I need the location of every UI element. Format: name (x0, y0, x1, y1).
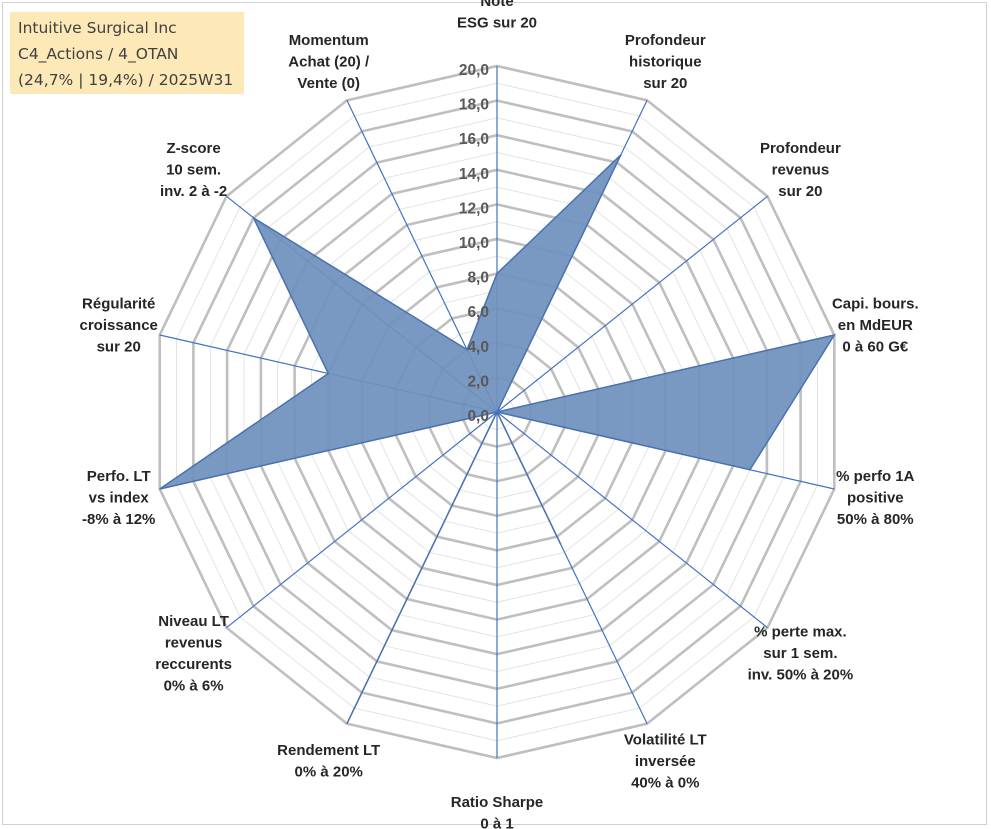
axis-label: % perte max. sur 1 sem. inv. 50% à 20% (748, 624, 854, 684)
tick-label: 16,0 (459, 131, 489, 148)
tick-label: 14,0 (459, 166, 489, 183)
axis-label-line: 0% à 20% (295, 764, 363, 781)
axis-label-line: historique (629, 54, 702, 71)
axis-label-line: Note (480, 0, 513, 10)
axis-label-line: sur 20 (97, 338, 141, 355)
axis-label-line: reccurents (155, 656, 232, 673)
axis-label: Profondeur revenus sur 20 (760, 140, 841, 200)
axis-label-line: ESG sur 20 (457, 15, 537, 32)
axis-label-line: revenus (165, 634, 223, 651)
axis-label-line: vs index (89, 490, 150, 507)
axis-label-line: Momentum (289, 32, 369, 49)
axis-spoke (226, 411, 498, 629)
axis-label-line: % perfo 1A (836, 468, 915, 485)
axis-label-line: inversée (635, 753, 696, 770)
axis-label: Profondeur historique sur 20 (625, 32, 706, 92)
axis-label: Rendement LT 0% à 20% (277, 742, 380, 781)
tick-label: 12,0 (459, 200, 489, 217)
tick-label: 8,0 (467, 270, 489, 287)
axis-label: Note ESG sur 20 (457, 0, 537, 32)
axis-label-line: 0 à 1 (480, 816, 513, 829)
axis-label-line: inv. 2 à -2 (160, 183, 227, 200)
axis-label-line: Volatilité LT (624, 731, 707, 748)
tick-label: 6,0 (467, 304, 489, 321)
axis-label-line: sur 20 (778, 183, 822, 200)
axis-label: Capi. bours. en MdEUR 0 à 60 G€ (832, 295, 919, 355)
axis-label-line: inv. 50% à 20% (748, 667, 854, 684)
axis-label: Ratio Sharpe 0 à 1 (451, 794, 544, 829)
axis-label-line: Perfo. LT (87, 468, 151, 485)
axis-label-line: 0 à 60 G€ (842, 338, 909, 355)
series-polygon (159, 154, 836, 725)
axis-label-line: Ratio Sharpe (451, 794, 544, 811)
axis-label-line: en MdEUR (838, 317, 913, 334)
axis-label-line: sur 20 (643, 75, 687, 92)
axis-label-line: Rendement LT (277, 742, 380, 759)
axis-label-line: revenus (772, 161, 830, 178)
series-area (159, 154, 836, 725)
axis-spoke (496, 411, 768, 629)
tick-label: 18,0 (459, 97, 489, 114)
tick-label: 0,0 (467, 408, 489, 425)
axis-label: Volatilité LT inversée 40% à 0% (624, 731, 707, 791)
axis-label: Régularité croissance sur 20 (80, 295, 158, 355)
axis-label-line: 50% à 80% (837, 511, 914, 528)
axis-label-line: 0% à 6% (164, 677, 224, 694)
axis-label-line: Achat (20) / (288, 54, 370, 71)
tick-label: 20,0 (459, 62, 489, 79)
chart-title-box: Intuitive Surgical Inc C4_Actions / 4_OT… (10, 12, 244, 94)
axis-label-line: positive (847, 490, 904, 507)
axis-label: Perfo. LT vs index -8% à 12% (82, 468, 155, 528)
axis-label-line: Niveau LT (158, 613, 229, 630)
axis-label-line: % perte max. (754, 624, 847, 641)
axis-label-line: Vente (0) (297, 75, 360, 92)
title-line2: C4_Actions / 4_OTAN (18, 45, 179, 63)
axis-label-line: 10 sem. (166, 161, 221, 178)
tick-label: 10,0 (459, 235, 489, 252)
title-line3: (24,7% | 19,4%) / 2025W31 (18, 71, 234, 89)
axis-label-line: croissance (80, 317, 158, 334)
axis-label: % perfo 1A positive 50% à 80% (836, 468, 915, 528)
axis-label: Momentum Achat (20) / Vente (0) (288, 32, 370, 92)
tick-label: 4,0 (467, 339, 489, 356)
axis-label-line: sur 1 sem. (763, 645, 837, 662)
axis-label: Niveau LT revenus reccurents 0% à 6% (155, 613, 232, 695)
axis-label-line: Régularité (82, 295, 155, 312)
axis-spoke (496, 195, 768, 413)
axis-label-line: -8% à 12% (82, 511, 155, 528)
axis-label-line: 40% à 0% (631, 774, 699, 791)
tick-label: 2,0 (467, 373, 489, 390)
axis-label: Z-score 10 sem. inv. 2 à -2 (160, 140, 227, 200)
title-company: Intuitive Surgical Inc (18, 19, 177, 37)
axis-label-line: Capi. bours. (832, 295, 919, 312)
axis-label-line: Profondeur (625, 32, 706, 49)
axis-labels: Note ESG sur 20 Profondeur historique sur 20… (80, 0, 919, 829)
tick-labels: 0,0 2,0 4,0 6,0 8,0 10,0 12,0 14,0 16,0 18,0 20,0 (459, 62, 489, 425)
axis-label-line: Profondeur (760, 140, 841, 157)
axis-label-line: Z-score (167, 140, 221, 157)
